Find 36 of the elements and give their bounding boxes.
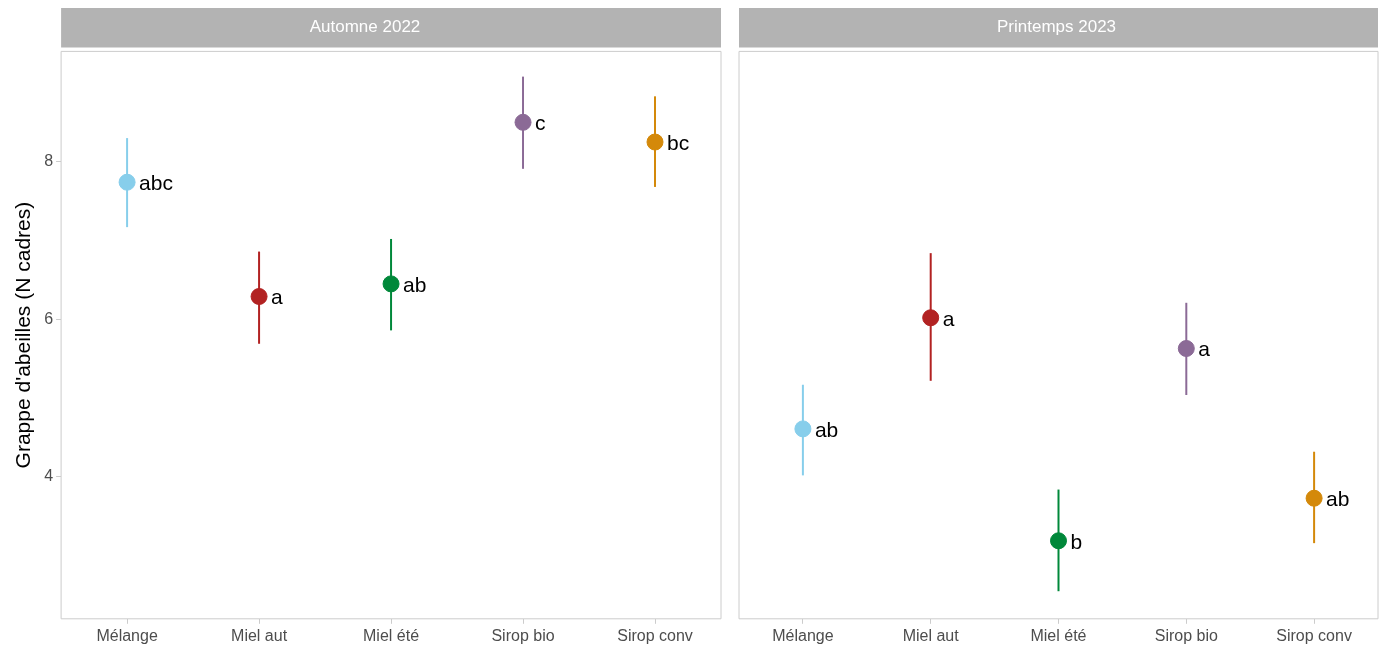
point [250,287,268,305]
point [646,133,664,151]
point [1177,340,1195,357]
point [514,113,532,131]
x-tick-label: Miel été [1030,626,1087,644]
data-label: b [1070,529,1083,553]
x-tick-label: Sirop bio [491,626,555,644]
data-label: a [1198,337,1211,361]
chart-title: Automne 2022 [309,16,421,36]
data-label: ab [1326,487,1350,511]
point [1050,532,1067,550]
data-label: ab [814,417,839,441]
y-axis-title: Grappe d'abeilles (N cadres) [11,201,35,469]
data-label: c [535,111,546,135]
x-tick-label: Sirop conv [617,626,693,644]
x-tick-label: Miel aut [231,626,288,644]
y-tick-label: 6 [44,309,54,327]
data-label: a [942,306,955,330]
x-tick-label: Mélange [772,626,834,644]
point [1305,489,1323,507]
data-label: a [271,285,284,309]
y-tick-label: 4 [44,467,54,485]
point [118,173,136,191]
data-label: ab [403,272,427,296]
y-tick-label: 8 [44,152,54,170]
point [382,275,400,293]
x-tick-label: Miel été [363,626,420,644]
point [794,420,812,438]
x-tick-label: Sirop bio [1154,626,1218,644]
x-tick-label: Sirop conv [1276,626,1352,644]
point [922,309,940,327]
data-label: abc [139,171,173,195]
data-label: bc [667,130,690,154]
chart-title: Printemps 2023 [996,16,1117,36]
x-tick-label: Mélange [96,626,158,644]
x-tick-label: Miel aut [902,626,960,644]
